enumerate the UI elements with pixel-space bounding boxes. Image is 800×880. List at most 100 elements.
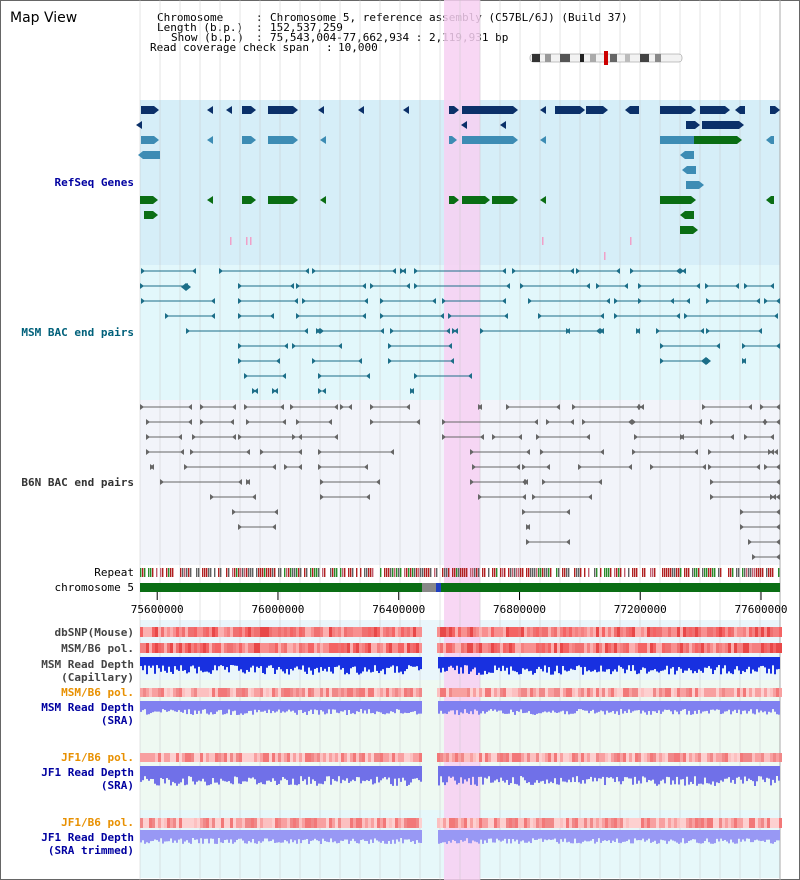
read-depth-bar xyxy=(364,830,366,841)
heatmap-cell xyxy=(476,818,479,828)
heatmap-cell xyxy=(749,818,752,828)
heatmap-cell xyxy=(578,818,581,828)
heatmap-cell xyxy=(491,643,494,653)
heatmap-cell xyxy=(452,627,455,637)
heatmap-cell xyxy=(617,818,620,828)
track-label-jf1-b6-pol[interactable]: JF1/B6 pol. xyxy=(61,751,134,764)
track-label-msm-b6-pol-sra[interactable]: MSM/B6 pol. xyxy=(61,686,134,699)
heatmap-cell xyxy=(176,818,179,828)
heatmap-cell xyxy=(149,688,152,697)
read-depth-bar xyxy=(766,657,768,674)
heatmap-cell xyxy=(584,627,587,637)
read-depth-bar xyxy=(384,766,386,778)
read-depth-bar xyxy=(520,701,522,710)
read-depth-bar xyxy=(574,701,576,714)
heatmap-cell xyxy=(488,753,491,762)
heatmap-cell xyxy=(167,753,170,762)
heatmap-cell xyxy=(218,818,221,828)
repeat-feature xyxy=(284,568,286,577)
read-depth-bar xyxy=(174,701,176,712)
read-depth-bar xyxy=(382,766,384,779)
read-depth-bar xyxy=(658,701,660,711)
track-label-jf1-depth-sra[interactable]: JF1 Read Depth xyxy=(41,766,134,779)
bac-end xyxy=(540,449,544,455)
heatmap-cell xyxy=(176,688,179,697)
heatmap-cell xyxy=(731,643,734,653)
read-depth-bar xyxy=(540,766,542,782)
heatmap-cell xyxy=(647,753,650,762)
read-depth-bar xyxy=(378,657,380,674)
read-depth-bar xyxy=(336,657,338,667)
read-depth-bar xyxy=(644,657,646,669)
heatmap-cell xyxy=(278,688,281,697)
heatmap-cell xyxy=(455,643,458,653)
heatmap-cell xyxy=(263,753,266,762)
heatmap-cell xyxy=(467,753,470,762)
heatmap-cell xyxy=(752,818,755,828)
heatmap-cell xyxy=(272,688,275,697)
repeat-feature xyxy=(410,568,412,577)
bac-end xyxy=(566,509,570,515)
heatmap-cell xyxy=(497,688,500,697)
read-depth-bar xyxy=(232,701,234,712)
repeat-feature xyxy=(512,568,514,577)
read-depth-bar xyxy=(704,701,706,712)
heatmap-cell xyxy=(311,643,314,653)
read-depth-bar xyxy=(416,766,418,779)
read-depth-bar xyxy=(376,701,378,712)
heatmap-cell xyxy=(251,643,254,653)
bac-end xyxy=(316,328,320,334)
read-depth-bar xyxy=(642,830,644,839)
heatmap-cell xyxy=(701,627,704,637)
heatmap-cell xyxy=(260,627,263,637)
track-label-msm-b6-pol[interactable]: MSM/B6 pol. xyxy=(61,642,134,655)
heatmap-cell xyxy=(179,753,182,762)
heatmap-cell xyxy=(284,688,287,697)
repeat-feature xyxy=(336,568,338,577)
repeat-feature xyxy=(550,568,552,577)
read-depth-bar xyxy=(634,657,636,671)
repeat-feature xyxy=(368,568,370,577)
repeat-feature xyxy=(548,568,550,577)
read-depth-bar xyxy=(280,830,282,843)
read-depth-bar xyxy=(258,701,260,710)
read-depth-bar xyxy=(196,830,198,840)
track-label-msm-bac[interactable]: MSM BAC end pairs xyxy=(21,326,134,339)
read-depth-bar xyxy=(666,657,668,666)
bac-end xyxy=(502,268,506,274)
heatmap-cell xyxy=(191,627,194,637)
heatmap-cell xyxy=(617,688,620,697)
repeat-feature xyxy=(300,568,302,577)
read-depth-bar xyxy=(164,701,166,711)
repeat-feature xyxy=(372,568,374,577)
heatmap-cell xyxy=(437,753,440,762)
read-depth-bar xyxy=(352,701,354,714)
read-depth-bar xyxy=(156,701,158,712)
track-label-b6n-bac[interactable]: B6N BAC end pairs xyxy=(21,476,134,489)
read-depth-bar xyxy=(534,830,536,840)
heatmap-cell xyxy=(365,753,368,762)
read-depth-bar xyxy=(288,701,290,710)
read-depth-bar xyxy=(606,830,608,842)
read-depth-bar xyxy=(344,657,346,675)
repeat-feature xyxy=(492,568,494,577)
read-depth-bar xyxy=(728,766,730,778)
heatmap-cell xyxy=(341,688,344,697)
read-depth-bar xyxy=(362,830,364,840)
read-depth-bar xyxy=(680,701,682,711)
track-label-refseq[interactable]: RefSeq Genes xyxy=(54,176,134,189)
track-label-jf1-depth-trimmed[interactable]: JF1 Read Depth xyxy=(41,831,134,844)
track-label-dbsnp[interactable]: dbSNP(Mouse) xyxy=(54,626,134,639)
read-depth-bar xyxy=(220,830,222,843)
repeat-feature xyxy=(482,568,484,577)
read-depth-bar xyxy=(228,701,230,710)
track-label-msm-depth-sra[interactable]: MSM Read Depth xyxy=(41,701,134,714)
track-label-msm-depth-capillary[interactable]: MSM Read Depth xyxy=(41,658,134,671)
heatmap-cell xyxy=(395,753,398,762)
read-depth-bar xyxy=(332,766,334,780)
track-label-jf1-b6-pol-trimmed[interactable]: JF1/B6 pol. xyxy=(61,816,134,829)
read-depth-bar xyxy=(346,830,348,840)
read-depth-bar xyxy=(724,830,726,840)
bac-end xyxy=(660,358,664,364)
